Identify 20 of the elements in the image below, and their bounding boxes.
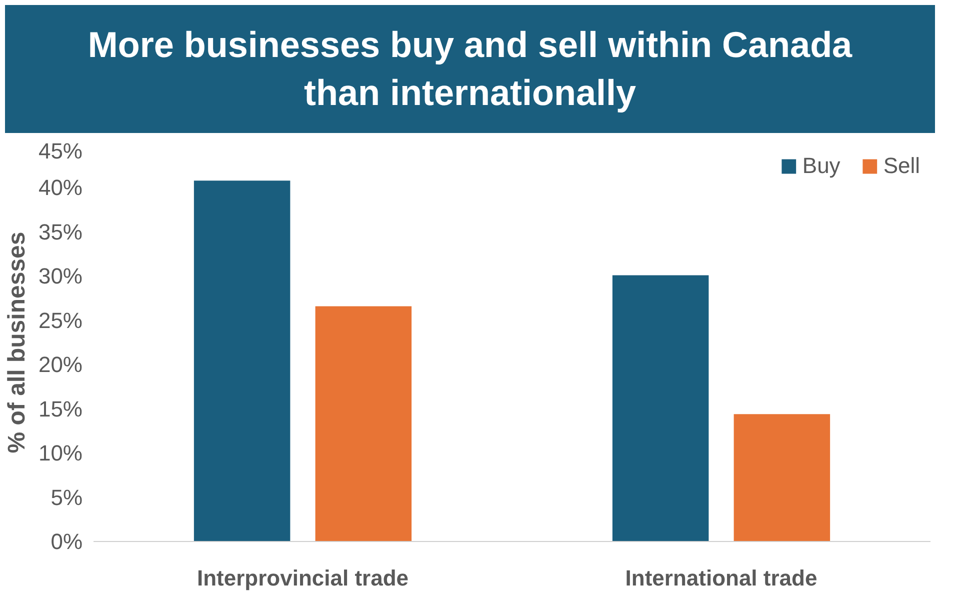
y-tick-label: 35% (38, 219, 83, 244)
y-tick-label: 10% (38, 440, 83, 466)
bar (734, 414, 830, 542)
y-tick-label: 20% (38, 352, 83, 378)
y-tick-label: 15% (38, 396, 83, 422)
y-tick-label: 0% (50, 529, 82, 554)
y-tick-label: 45% (38, 138, 83, 164)
chart-title: More businesses buy and sell within Canada than internationally (88, 23, 852, 115)
legend-label: Buy (802, 153, 840, 179)
legend-label: Sell (883, 153, 920, 179)
x-tick-label: Interprovincial trade (197, 566, 409, 590)
y-axis-title: % of all businesses (3, 232, 30, 454)
y-tick-label: 40% (38, 175, 83, 200)
bar (315, 306, 412, 542)
bar (612, 275, 709, 542)
y-tick-label: 5% (50, 484, 82, 510)
x-tick-label: International trade (625, 566, 818, 590)
y-tick-label: 25% (38, 308, 83, 333)
bar (194, 180, 290, 542)
y-tick-label: 30% (38, 264, 83, 289)
